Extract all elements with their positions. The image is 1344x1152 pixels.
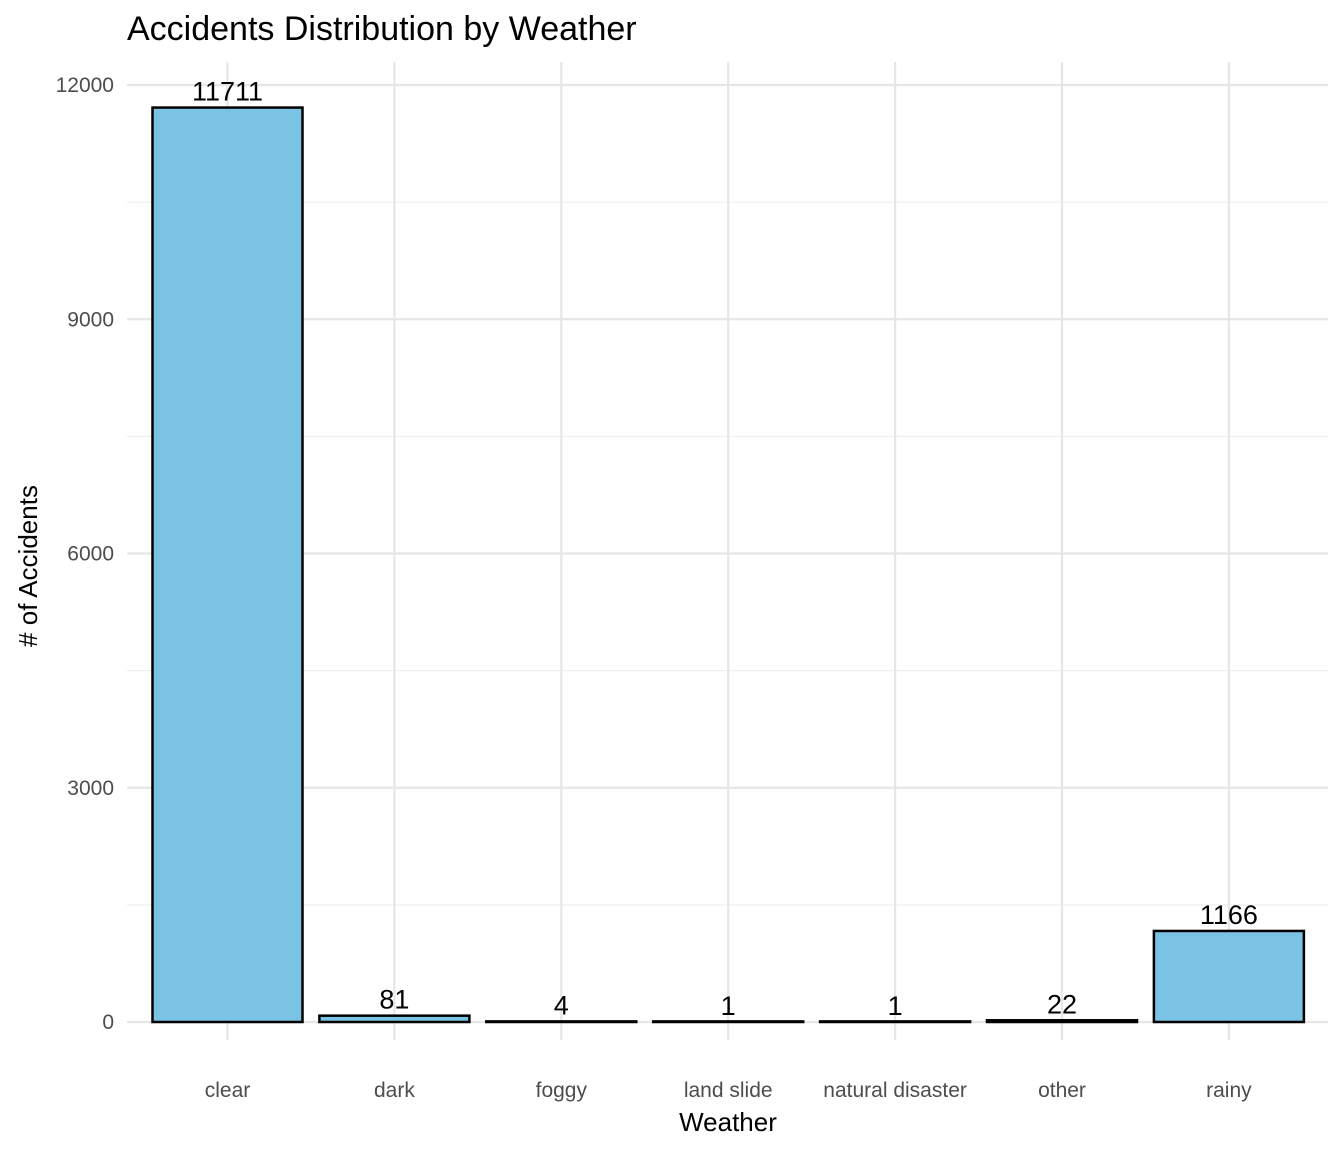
x-tick-label: other [1038, 1079, 1086, 1102]
y-tick-label: 12000 [56, 74, 114, 97]
x-axis-ticks: clear dark foggy land slide natural disaster… [205, 1079, 1252, 1102]
bar-foggy [485, 1020, 638, 1024]
data-label: 1 [888, 991, 903, 1021]
x-tick-label: rainy [1206, 1079, 1252, 1102]
x-tick-label: clear [205, 1079, 251, 1102]
bar-clear [151, 106, 304, 1024]
y-tick-label: 0 [102, 1011, 114, 1034]
x-tick-label: land slide [684, 1079, 773, 1102]
bar-land-slide [651, 1020, 805, 1024]
data-label: 1 [721, 991, 736, 1021]
bar-other [985, 1019, 1139, 1024]
y-axis-title: # of Accidents [13, 485, 43, 647]
y-tick-label: 6000 [67, 543, 114, 566]
data-label: 4 [554, 991, 569, 1021]
x-tick-label: foggy [536, 1079, 588, 1102]
bar-rainy [1152, 929, 1306, 1024]
x-tick-label: natural disaster [823, 1079, 967, 1102]
data-label: 11711 [192, 77, 263, 107]
y-axis-ticks: 0 3000 6000 9000 12000 [56, 74, 114, 1034]
x-tick-label: dark [374, 1079, 415, 1102]
x-axis-title: Weather [679, 1107, 777, 1137]
bar-group [151, 106, 1306, 1024]
data-label: 81 [379, 985, 409, 1015]
chart-title: Accidents Distribution by Weather [127, 10, 637, 48]
bar-natural-disaster [818, 1020, 972, 1024]
data-label: 22 [1047, 989, 1077, 1019]
y-tick-label: 3000 [67, 777, 114, 800]
data-label: 1166 [1200, 900, 1258, 930]
bar-dark [318, 1014, 471, 1024]
y-tick-label: 9000 [67, 308, 114, 331]
